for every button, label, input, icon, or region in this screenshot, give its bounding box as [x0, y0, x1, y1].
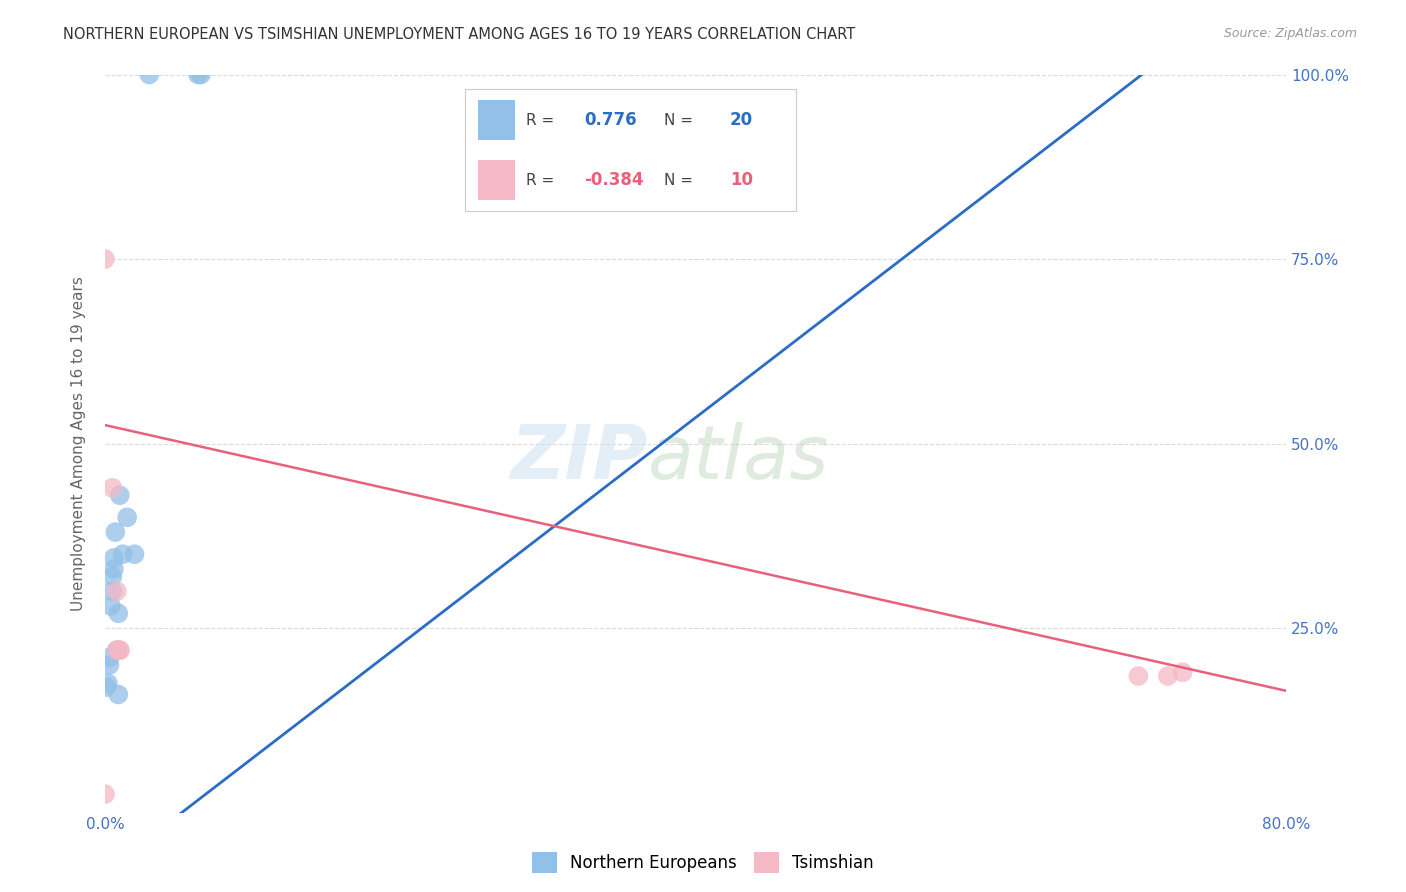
Point — [97, 676, 120, 690]
Point — [115, 510, 138, 524]
Point — [108, 643, 131, 657]
Point — [98, 650, 121, 665]
Point — [1157, 669, 1180, 683]
Text: atlas: atlas — [648, 422, 830, 494]
Point — [107, 688, 129, 702]
Point — [111, 547, 134, 561]
Point — [1171, 665, 1194, 680]
Point — [187, 68, 209, 82]
Point — [108, 488, 131, 502]
Point — [103, 562, 125, 576]
Point — [1128, 669, 1150, 683]
Text: Source: ZipAtlas.com: Source: ZipAtlas.com — [1223, 27, 1357, 40]
Point — [107, 607, 129, 621]
Point — [94, 252, 117, 266]
Point — [105, 643, 128, 657]
Legend: Northern Europeans, Tsimshian: Northern Europeans, Tsimshian — [526, 846, 880, 880]
Point — [108, 643, 131, 657]
Point — [190, 68, 212, 82]
Point — [138, 68, 160, 82]
Point — [96, 680, 118, 694]
Point — [101, 584, 124, 599]
Point — [124, 547, 146, 561]
Point — [104, 525, 127, 540]
Text: NORTHERN EUROPEAN VS TSIMSHIAN UNEMPLOYMENT AMONG AGES 16 TO 19 YEARS CORRELATIO: NORTHERN EUROPEAN VS TSIMSHIAN UNEMPLOYM… — [63, 27, 855, 42]
Y-axis label: Unemployment Among Ages 16 to 19 years: Unemployment Among Ages 16 to 19 years — [72, 277, 86, 611]
Point — [100, 599, 122, 613]
Point — [105, 584, 128, 599]
Text: ZIP: ZIP — [510, 422, 648, 495]
Point — [103, 550, 125, 565]
Point — [98, 657, 121, 672]
Point — [105, 643, 128, 657]
Point — [101, 481, 124, 495]
Point — [101, 569, 124, 583]
Point — [94, 787, 117, 801]
